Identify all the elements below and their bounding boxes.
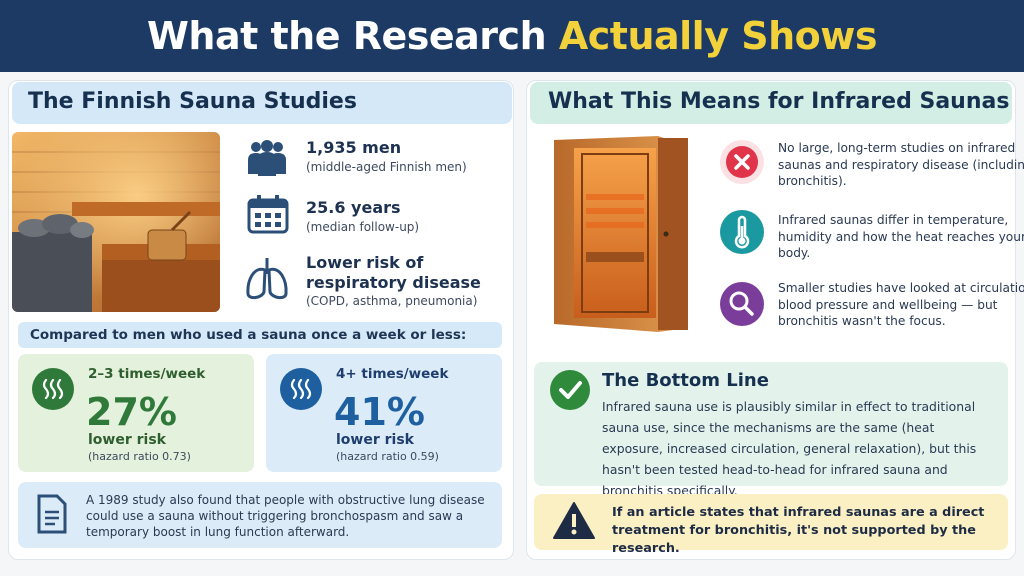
comparison-label: Compared to men who used a sauna once a … (18, 322, 502, 348)
stat-participants: 1,935 men (306, 138, 402, 157)
x-icon (720, 140, 764, 184)
warning-box: If an article states that infrared sauna… (534, 494, 1008, 556)
bullet-no-studies: No large, long-term studies on infrared … (778, 141, 1024, 188)
check-icon (550, 370, 590, 410)
stat-outcome-sub: (COPD, asthma, pneumonia) (306, 294, 478, 308)
bullet-smaller-studies: Smaller studies have looked at circulati… (778, 281, 1024, 328)
card-risk-label: lower risk (88, 432, 166, 448)
stat-participants-sub: (middle-aged Finnish men) (306, 160, 467, 174)
stat-card-4-plus-times: 4+ times/week 41% lower risk (hazard rat… (266, 354, 502, 472)
study-note-text: A 1989 study also found that people with… (86, 493, 485, 539)
infrared-cabin-illustration (546, 134, 692, 334)
title-part-2: Actually Shows (558, 14, 878, 58)
study-note: A 1989 study also found that people with… (18, 482, 502, 548)
stat-card-2-3-times: 2–3 times/week 27% lower risk (hazard ra… (18, 354, 254, 472)
people-icon (244, 138, 290, 178)
bottom-line-box: The Bottom Line Infrared sauna use is pl… (534, 362, 1008, 498)
bottom-line-text: Infrared sauna use is plausibly similar … (602, 399, 977, 498)
card-hazard-ratio: (hazard ratio 0.73) (88, 450, 191, 463)
title-part-1: What the Research (147, 14, 559, 58)
card-frequency: 4+ times/week (336, 366, 449, 382)
bottom-line-title: The Bottom Line (602, 370, 769, 391)
page-title: What the Research Actually Shows (0, 0, 1024, 72)
card-percent: 27% (86, 390, 177, 434)
finnish-studies-title: The Finnish Sauna Studies (12, 82, 512, 124)
heat-waves-icon (280, 368, 322, 410)
warning-text: If an article states that infrared sauna… (612, 505, 985, 556)
stat-followup: 25.6 years (306, 198, 401, 217)
card-hazard-ratio: (hazard ratio 0.59) (336, 450, 439, 463)
stat-outcome-line1: Lower risk of (306, 253, 424, 272)
page-header: What the Research Actually Shows (0, 0, 1024, 72)
card-risk-label: lower risk (336, 432, 414, 448)
card-percent: 41% (334, 390, 425, 434)
lungs-icon (244, 256, 290, 300)
infrared-title: What This Means for Infrared Saunas (530, 82, 1012, 124)
thermometer-icon (720, 210, 764, 254)
stat-outcome-line2: respiratory disease (306, 273, 481, 292)
warning-icon (552, 500, 596, 542)
heat-waves-icon (32, 368, 74, 410)
stat-followup-sub: (median follow-up) (306, 220, 420, 234)
card-frequency: 2–3 times/week (88, 366, 206, 382)
calendar-icon (246, 194, 292, 234)
bullet-differences: Infrared saunas differ in temperature, h… (778, 213, 1024, 260)
sauna-room-illustration (12, 132, 220, 312)
magnifier-icon (720, 282, 764, 326)
document-icon (36, 494, 68, 534)
